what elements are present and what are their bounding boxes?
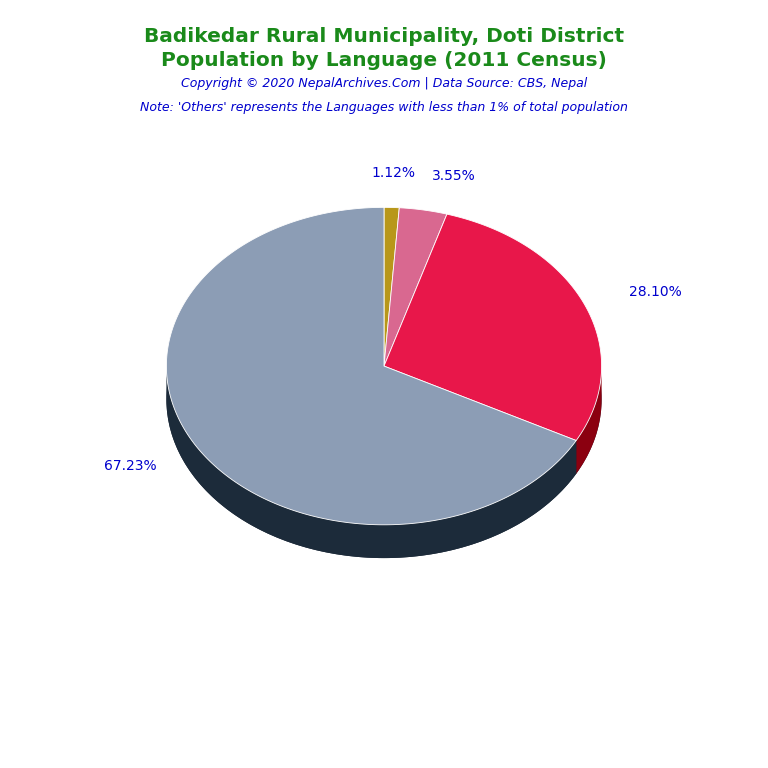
- Text: Population by Language (2011 Census): Population by Language (2011 Census): [161, 51, 607, 71]
- Polygon shape: [384, 366, 576, 474]
- Text: Badikedar Rural Municipality, Doti District: Badikedar Rural Municipality, Doti Distr…: [144, 27, 624, 46]
- Polygon shape: [384, 207, 399, 366]
- Polygon shape: [384, 208, 447, 366]
- Text: Copyright © 2020 NepalArchives.Com | Data Source: CBS, Nepal: Copyright © 2020 NepalArchives.Com | Dat…: [181, 77, 587, 90]
- Text: 1.12%: 1.12%: [372, 166, 415, 180]
- Text: 28.10%: 28.10%: [629, 285, 682, 299]
- Polygon shape: [167, 366, 576, 558]
- Text: Note: 'Others' represents the Languages with less than 1% of total population: Note: 'Others' represents the Languages …: [140, 101, 628, 114]
- Text: 67.23%: 67.23%: [104, 458, 157, 473]
- Polygon shape: [576, 366, 601, 474]
- Text: 3.55%: 3.55%: [432, 169, 475, 183]
- Polygon shape: [167, 207, 576, 525]
- Polygon shape: [384, 366, 576, 474]
- Polygon shape: [384, 214, 601, 441]
- Ellipse shape: [167, 240, 601, 558]
